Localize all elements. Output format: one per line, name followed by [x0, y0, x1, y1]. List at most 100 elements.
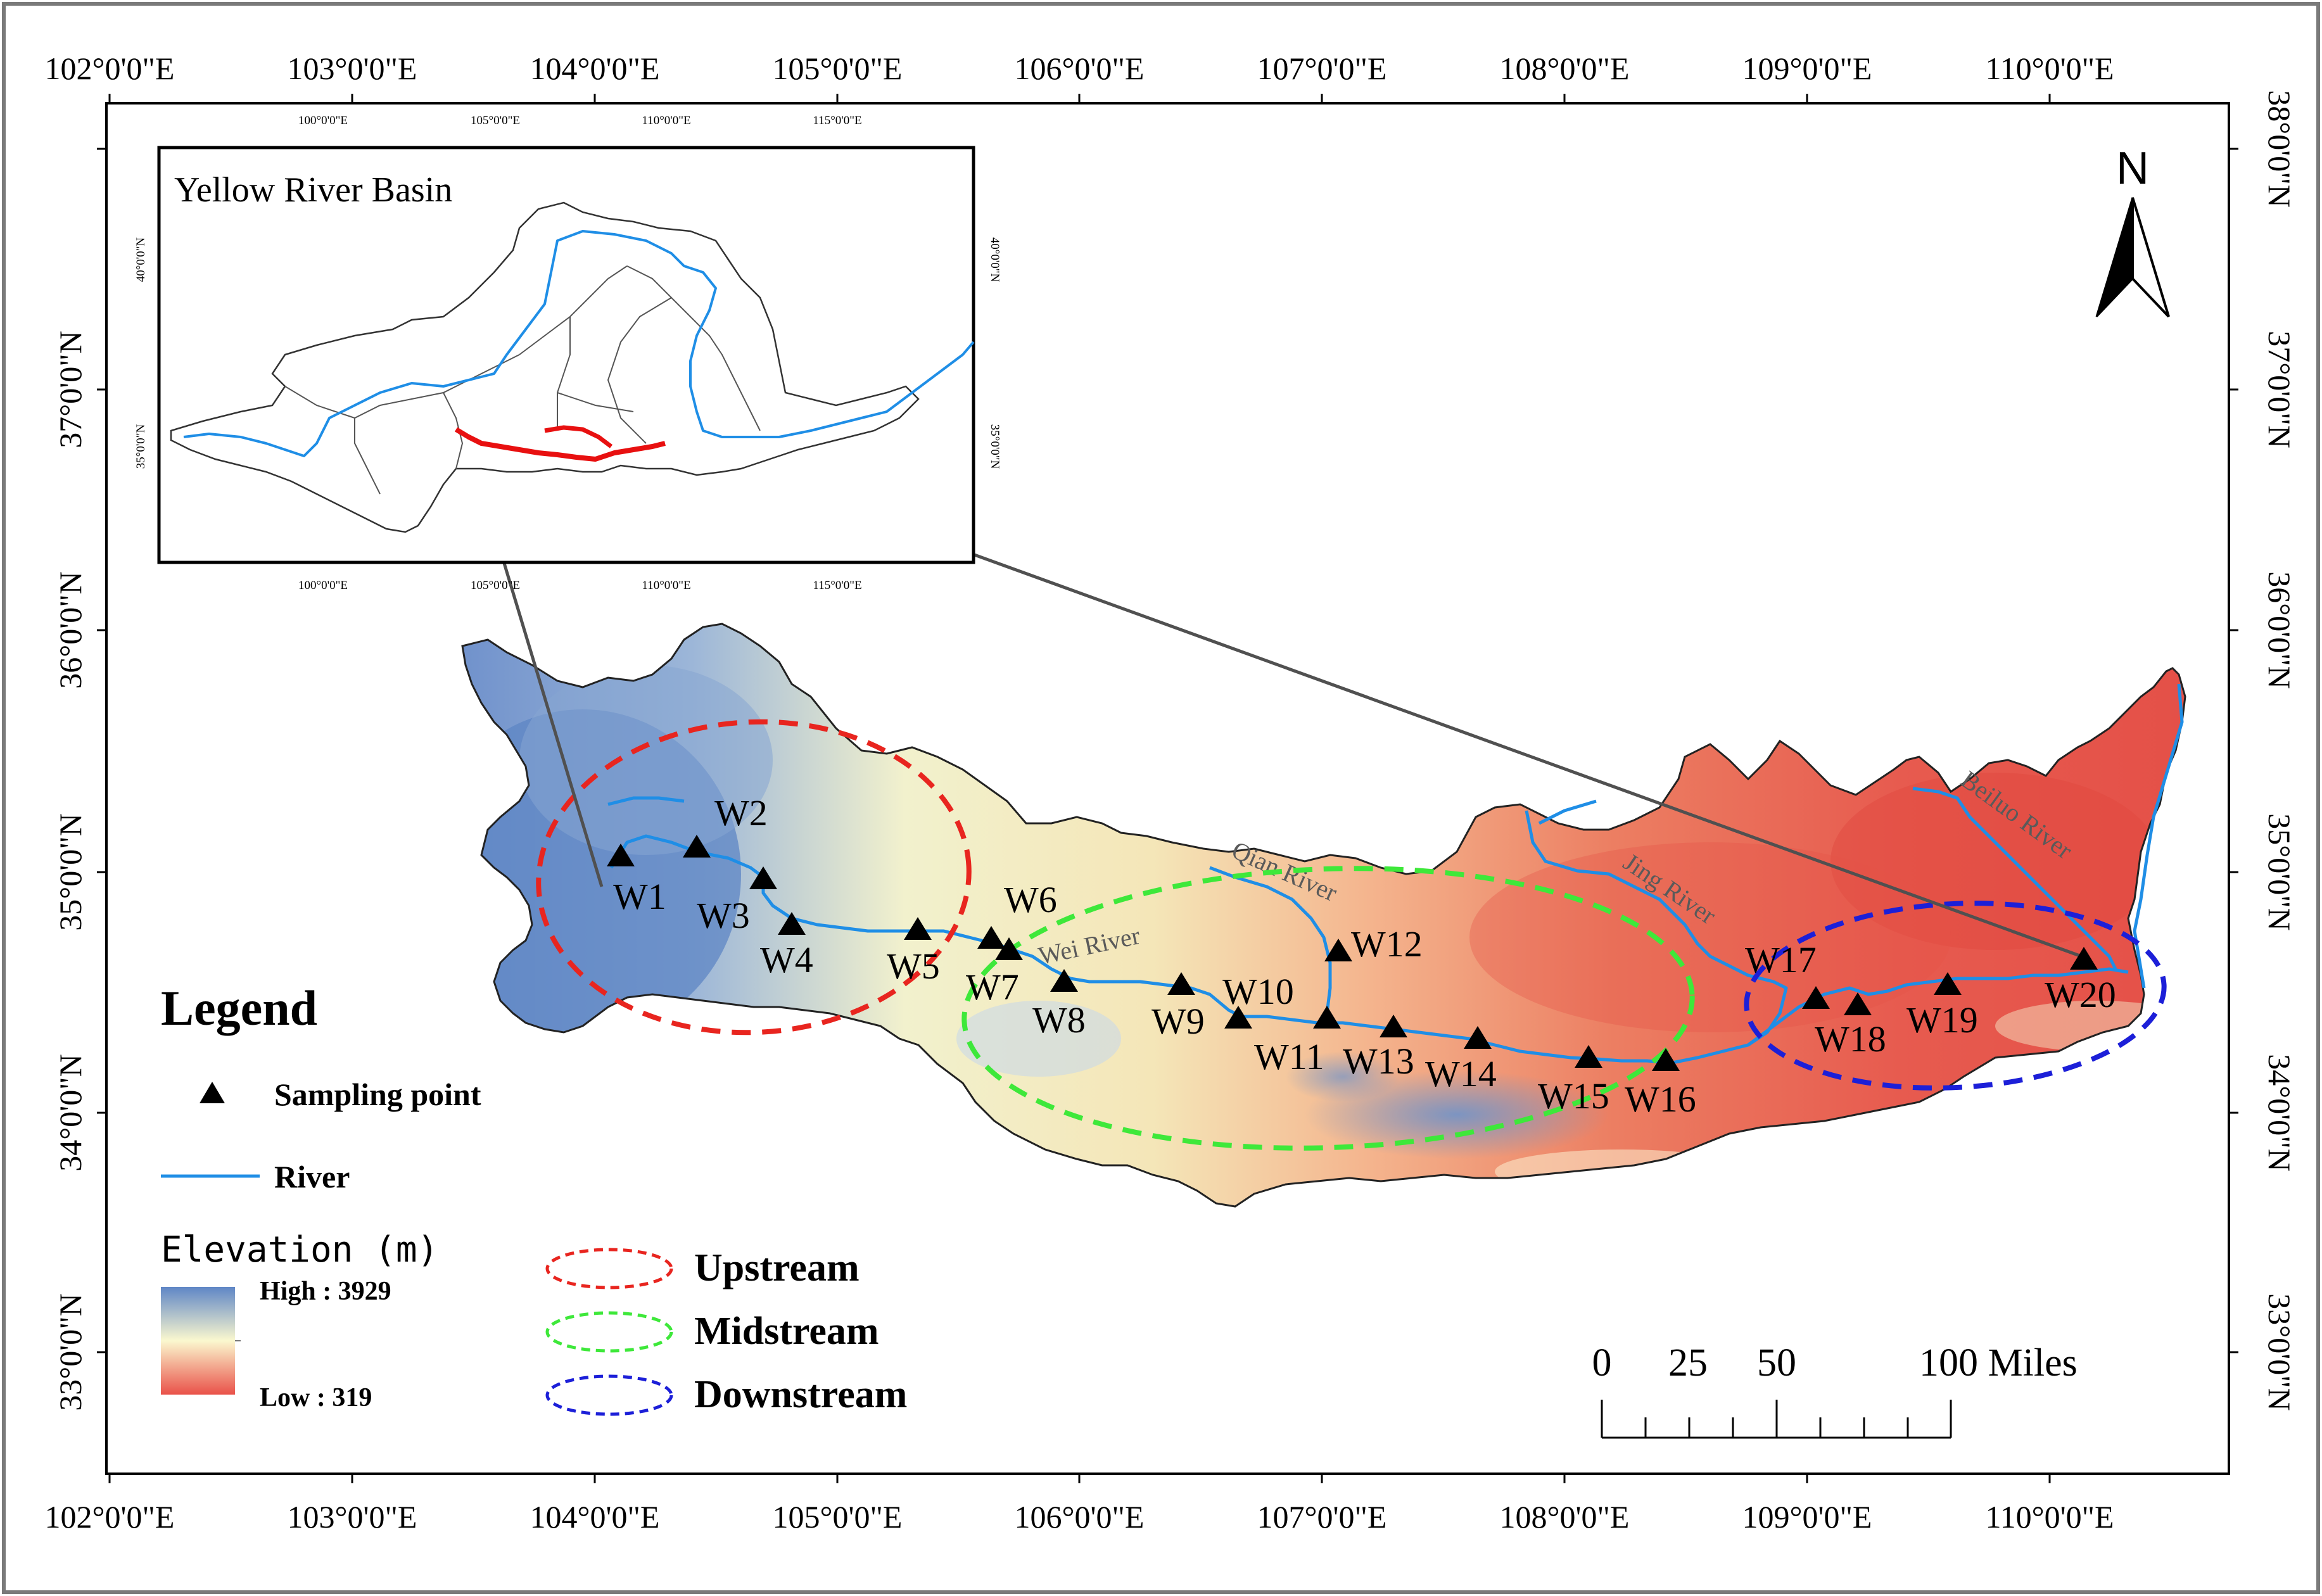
inset-lat-label: 40°0'0"N [988, 238, 1001, 282]
inset-wei-river [454, 427, 666, 462]
latitude-labels-right: 33°0'0"N 34°0'0"N 35°0'0"N 36°0'0"N 37°0… [2262, 90, 2297, 1411]
sampling-point-marker [607, 844, 635, 866]
lon-label: 104°0'0"E [530, 1499, 660, 1535]
lon-label: 102°0'0"E [45, 51, 175, 86]
legend-sampling-point: Sampling point [274, 1077, 481, 1112]
north-label: N [2116, 143, 2149, 194]
lat-label: 36°0'0"N [2262, 571, 2297, 689]
sampling-point-marker [1050, 969, 1078, 992]
elevation-high: High : 3929 [260, 1277, 391, 1306]
site-label: W10 [1222, 971, 1294, 1012]
lon-label: 105°0'0"E [773, 51, 903, 86]
sampling-point-marker [995, 937, 1023, 960]
sampling-point-marker [904, 917, 932, 940]
lat-label: 37°0'0"N [53, 331, 88, 448]
sampling-point-marker [683, 835, 711, 858]
sampling-point-icon [200, 1082, 225, 1103]
inset-lon-label: 100°0'0"E [298, 114, 348, 127]
sampling-point-marker [1313, 1006, 1341, 1029]
inset-map: Yellow River Basin 100°0'0"E 105°0'0"E 1… [134, 114, 1001, 592]
lat-label: 36°0'0"N [53, 571, 88, 689]
sampling-point-marker [1324, 939, 1352, 961]
upstream-zone [536, 719, 972, 1036]
sampling-point-marker [1575, 1045, 1602, 1068]
lon-label: 103°0'0"E [288, 51, 417, 86]
site-label: W2 [714, 792, 768, 833]
lat-label: 35°0'0"N [53, 813, 88, 931]
sampling-points [607, 835, 2098, 1071]
lon-label: 107°0'0"E [1257, 1499, 1387, 1535]
site-label: W14 [1425, 1053, 1497, 1094]
site-label: W12 [1351, 923, 1423, 965]
lon-label: 103°0'0"E [288, 1499, 417, 1535]
downstream-zone [1744, 901, 2167, 1091]
site-label: W19 [1906, 999, 1978, 1041]
sampling-point-marker [1844, 992, 1872, 1015]
sampling-point-labels: W1 W2 W3 W4 W5 W6 W7 W8 W9 W10 W11 W12 W… [613, 792, 2116, 1120]
longitude-labels-top: 102°0'0"E 103°0'0"E 104°0'0"E 105°0'0"E … [45, 51, 2114, 86]
lat-label: 34°0'0"N [53, 1054, 88, 1172]
longitude-labels-bottom: 102°0'0"E 103°0'0"E 104°0'0"E 105°0'0"E … [45, 1499, 2114, 1535]
lon-label: 108°0'0"E [1500, 51, 1630, 86]
inset-lat-label: 35°0'0"N [988, 424, 1001, 469]
site-label: W20 [2045, 974, 2116, 1015]
lat-label: 37°0'0"N [2262, 331, 2297, 448]
site-label: W5 [887, 946, 940, 987]
lon-label: 109°0'0"E [1742, 1499, 1872, 1535]
midstream-zone [961, 866, 1695, 1151]
inset-lon-label: 110°0'0"E [642, 114, 690, 127]
lon-label: 106°0'0"E [1015, 51, 1145, 86]
site-label: W6 [1004, 879, 1057, 920]
inset-lat-label: 40°0'0"N [134, 237, 148, 282]
sampling-point-marker [1652, 1048, 1680, 1071]
site-label: W17 [1745, 939, 1817, 980]
lon-label: 105°0'0"E [773, 1499, 903, 1535]
beiluo-river-line [1912, 787, 2117, 970]
site-label: W1 [613, 876, 666, 917]
downstream-legend-icon [545, 1374, 673, 1416]
legend-downstream: Downstream [694, 1373, 907, 1416]
site-label: W7 [966, 966, 1019, 1008]
inset-lon-label: 110°0'0"E [642, 579, 690, 592]
lon-label: 109°0'0"E [1742, 51, 1872, 86]
site-label: W3 [697, 895, 750, 936]
latitude-labels-left: 33°0'0"N 34°0'0"N 35°0'0"N 36°0'0"N 37°0… [53, 331, 88, 1411]
sampling-point-marker [1224, 1006, 1252, 1029]
inset-title: Yellow River Basin [174, 170, 452, 210]
site-label: W18 [1815, 1018, 1886, 1060]
legend: Legend Sampling point River Elevation (m… [161, 980, 907, 1416]
latitude-ticks [97, 148, 2238, 1353]
site-label: W9 [1151, 1001, 1205, 1042]
legend-title: Legend [161, 980, 317, 1036]
site-label: W4 [760, 939, 813, 980]
scale-label: 25 [1668, 1341, 1708, 1384]
scale-label: 0 [1592, 1341, 1612, 1384]
sampling-point-marker [1934, 972, 1962, 995]
lon-label: 106°0'0"E [1015, 1499, 1145, 1535]
inset-lon-label: 115°0'0"E [813, 579, 861, 592]
site-label: W13 [1343, 1041, 1414, 1082]
upstream-legend-icon [545, 1248, 673, 1289]
sampling-point-marker [778, 912, 806, 935]
lat-label: 33°0'0"N [53, 1293, 88, 1411]
sampling-point-marker [2070, 947, 2098, 970]
lat-label: 35°0'0"N [2262, 813, 2297, 931]
lon-label: 102°0'0"E [45, 1499, 175, 1535]
inset-lon-label: 105°0'0"E [471, 579, 520, 592]
scale-label: 50 [1757, 1341, 1796, 1384]
site-label: W16 [1625, 1079, 1696, 1120]
legend-river: River [274, 1159, 350, 1194]
lon-label: 104°0'0"E [530, 51, 660, 86]
elevation-color-ramp [161, 1287, 235, 1395]
lat-label: 33°0'0"N [2262, 1293, 2297, 1411]
north-arrow: N [2095, 143, 2170, 318]
midstream-legend-icon [545, 1311, 673, 1353]
sampling-point-marker [1380, 1015, 1407, 1037]
site-label: W15 [1538, 1075, 1609, 1117]
lon-label: 110°0'0"E [1985, 1499, 2114, 1535]
sampling-point-marker [1464, 1026, 1492, 1049]
elevation-title: Elevation (m) [161, 1229, 438, 1270]
inset-lon-label: 100°0'0"E [298, 579, 348, 592]
lat-label: 38°0'0"N [2262, 90, 2297, 208]
